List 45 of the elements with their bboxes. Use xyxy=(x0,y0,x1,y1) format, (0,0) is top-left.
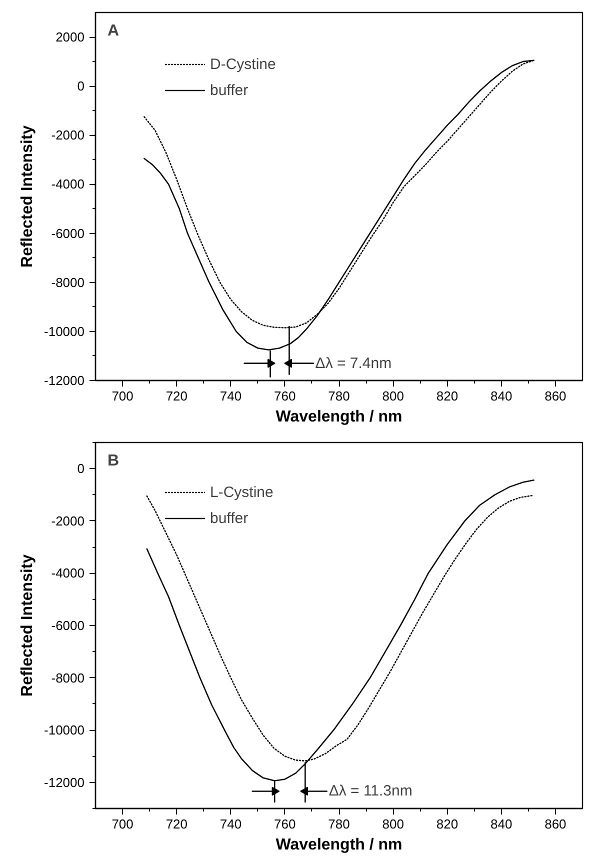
x-tick-label: 740 xyxy=(220,388,242,404)
legend-label: D-Cystine xyxy=(210,56,276,72)
x-tick-label: 700 xyxy=(112,816,134,832)
x-tick-label: 780 xyxy=(328,388,350,404)
x-tick-label: 820 xyxy=(436,388,458,404)
annotation: Δλ = 7.4nm xyxy=(315,354,392,372)
y-tick-label: -8000 xyxy=(51,670,84,686)
y-tick-label: -6000 xyxy=(51,226,84,241)
x-axis-title: Wavelength / nm xyxy=(276,836,402,854)
y-tick-label: -4000 xyxy=(51,566,84,581)
text: A xyxy=(108,22,120,40)
y-tick-label: -10000 xyxy=(44,722,85,738)
x-tick-label: 860 xyxy=(544,388,566,404)
x-tick-label: 760 xyxy=(274,816,296,832)
y-tick-label: -10000 xyxy=(44,324,85,339)
x-tick-label: 700 xyxy=(112,388,134,404)
y-tick-label: 2000 xyxy=(56,30,84,45)
legend-label: buffer xyxy=(210,510,248,526)
x-axis-title: Wavelength / nm xyxy=(276,408,402,426)
x-tick-label: 740 xyxy=(220,816,242,832)
x-tick-label: 720 xyxy=(166,388,188,404)
y-tick-label: -2000 xyxy=(51,128,84,143)
y-tick-label: 0 xyxy=(77,461,85,476)
y-tick-label: -12000 xyxy=(44,373,85,388)
x-tick-label: 720 xyxy=(166,816,188,832)
y-tick-label: -6000 xyxy=(51,618,84,633)
x-tick-label: 800 xyxy=(382,816,404,832)
x-tick-label: 820 xyxy=(436,816,458,832)
y-tick-label: -8000 xyxy=(51,274,84,290)
y-axis-title: Reflected Intensity xyxy=(19,554,36,697)
legend-label: L-Cystine xyxy=(210,484,274,500)
x-tick-label: 760 xyxy=(274,388,296,404)
legend-label: buffer xyxy=(210,82,248,98)
x-tick-label: 840 xyxy=(490,816,512,832)
x-tick-label: 860 xyxy=(544,816,566,832)
y-tick-label: 0 xyxy=(77,78,85,94)
y-axis-title: Reflected Intensity xyxy=(19,125,36,268)
x-tick-label: 800 xyxy=(382,388,404,404)
annotation: Δλ = 11.3nm xyxy=(328,782,412,800)
x-tick-label: 840 xyxy=(490,388,512,404)
text: B xyxy=(108,452,120,470)
x-tick-label: 780 xyxy=(328,816,350,832)
y-tick-label: -2000 xyxy=(51,513,84,528)
y-tick-label: -12000 xyxy=(44,774,85,790)
y-tick-label: -4000 xyxy=(51,176,84,192)
